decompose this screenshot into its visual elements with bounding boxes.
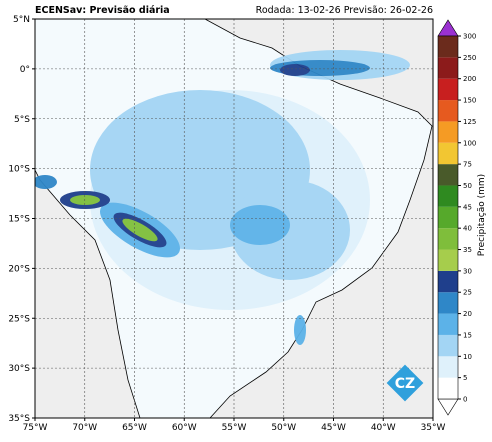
- colorbar-tick-label: 100: [463, 139, 476, 147]
- colorbar-tick-label: 35: [463, 246, 472, 254]
- colorbar-segment: [438, 142, 458, 165]
- precipitation: [35, 50, 410, 345]
- subtitle: Rodada: 13-02-26 Previsão: 26-02-26: [256, 5, 433, 16]
- colorbar-tick-label: 45: [463, 203, 472, 211]
- colorbar-segment: [438, 100, 458, 122]
- colorbar-tick-label: 40: [463, 225, 472, 233]
- x-tick-label: 55°W: [222, 423, 247, 433]
- colorbar-segment: [438, 228, 458, 250]
- colorbar-tick-label: 5: [463, 374, 467, 382]
- colorbar-tick-label: 50: [463, 182, 472, 190]
- colorbar-segment: [438, 57, 458, 79]
- colorbar-tick-label: 20: [463, 310, 472, 318]
- map-area: [35, 19, 433, 418]
- colorbar-segment: [438, 249, 458, 271]
- graticule: [35, 19, 433, 418]
- x-tick-label: 75°W: [23, 423, 48, 433]
- colorbar-frame: [437, 35, 459, 400]
- y-tick-label: 15°S: [8, 215, 30, 225]
- colorbar-tick-label: 200: [463, 75, 476, 83]
- x-tick-label: 70°W: [72, 423, 97, 433]
- x-tick-label: 65°W: [122, 423, 147, 433]
- y-tick-label: 35°S: [8, 414, 30, 424]
- colorbar-segment: [438, 36, 458, 58]
- logo: CZ: [386, 364, 424, 402]
- colorbar-segment: [438, 292, 458, 314]
- colorbar-segment: [438, 185, 458, 207]
- y-tick-label: 20°S: [8, 264, 30, 274]
- y-tick-label: 30°S: [8, 364, 30, 374]
- x-tick-label: 45°W: [321, 423, 346, 433]
- x-tick-label: 40°W: [371, 423, 396, 433]
- colorbar: 0 5 10 15 20 25 30 35 40 45 50 75 100 125 150 200 250 300: [437, 19, 476, 416]
- colorbar-tick-label: 15: [463, 331, 472, 339]
- colorbar-tick-label: 0: [463, 396, 467, 404]
- colorbar-extension: [437, 19, 459, 37]
- colorbar-tick-label: 30: [463, 267, 472, 275]
- colorbar-segment: [438, 313, 458, 335]
- colorbar-tick-label: 10: [463, 353, 472, 361]
- svg-text:CZ: CZ: [395, 376, 415, 392]
- x-tick-label: 35°W: [421, 423, 446, 433]
- colorbar-tick-label: 75: [463, 161, 472, 169]
- y-tick-label: 25°S: [8, 314, 30, 324]
- colorbar-segment: [438, 206, 458, 229]
- title: ECENSav: Previsão diária: [35, 5, 170, 16]
- colorbar-segment: [438, 164, 458, 186]
- colorbar-segment: [438, 334, 458, 357]
- colorbar-tick-label: 150: [463, 97, 476, 105]
- colorbar-segment: [438, 270, 458, 293]
- colorbar-segment: [438, 356, 458, 378]
- colorbar-label: Precipitação (mm): [477, 174, 487, 256]
- colorbar-tick-label: 250: [463, 54, 476, 62]
- colorbar-segment: [438, 78, 458, 101]
- y-tick-label: 10°S: [8, 165, 30, 175]
- colorbar-segment: [438, 377, 458, 399]
- colorbar-extension: [437, 398, 459, 416]
- x-tick-label: 60°W: [172, 423, 197, 433]
- colorbar-segment: [438, 121, 458, 143]
- colorbar-tick-label: 25: [463, 289, 472, 297]
- colorbar-tick-label: 300: [463, 33, 476, 41]
- y-tick-label: 0°: [20, 65, 30, 75]
- y-tick-label: 5°S: [14, 115, 30, 125]
- y-tick-label: 5°N: [13, 15, 30, 25]
- colorbar-tick-label: 125: [463, 118, 476, 126]
- x-tick-label: 50°W: [271, 423, 296, 433]
